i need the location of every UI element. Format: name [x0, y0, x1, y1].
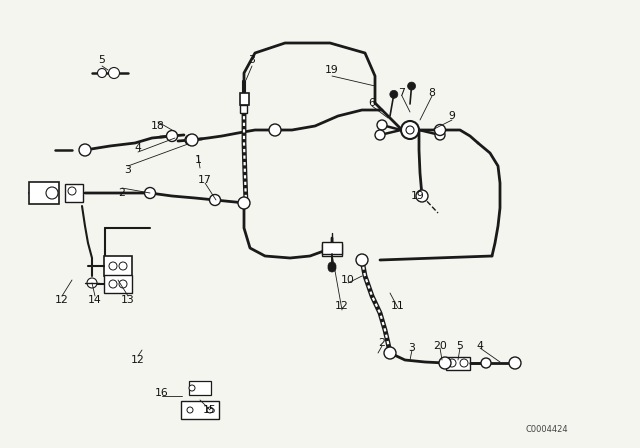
- Text: 18: 18: [151, 121, 165, 131]
- Text: 3: 3: [408, 343, 415, 353]
- Text: 12: 12: [131, 355, 145, 365]
- Text: 16: 16: [155, 388, 169, 398]
- Circle shape: [375, 130, 385, 140]
- Circle shape: [238, 197, 250, 209]
- Text: 19: 19: [411, 191, 425, 201]
- Bar: [181, 401, 219, 419]
- Circle shape: [97, 69, 106, 78]
- Circle shape: [46, 187, 58, 199]
- Text: C0004424: C0004424: [525, 425, 568, 434]
- Circle shape: [119, 262, 127, 270]
- Bar: [446, 357, 470, 370]
- Circle shape: [119, 280, 127, 288]
- Text: 2: 2: [379, 338, 385, 348]
- Circle shape: [384, 347, 396, 359]
- Circle shape: [109, 262, 117, 270]
- Circle shape: [377, 120, 387, 130]
- Bar: [189, 381, 211, 395]
- Circle shape: [186, 134, 198, 146]
- Text: 17: 17: [198, 175, 212, 185]
- Circle shape: [509, 357, 521, 369]
- Text: 11: 11: [391, 301, 405, 311]
- Circle shape: [109, 280, 117, 288]
- Text: 5: 5: [99, 55, 106, 65]
- Circle shape: [328, 262, 336, 270]
- Bar: [104, 256, 132, 276]
- Circle shape: [145, 188, 156, 198]
- Circle shape: [209, 194, 221, 206]
- Circle shape: [187, 407, 193, 413]
- Text: 20: 20: [433, 341, 447, 351]
- Circle shape: [328, 264, 336, 272]
- Text: 6: 6: [369, 98, 376, 108]
- Text: 19: 19: [325, 65, 339, 75]
- Text: 4: 4: [477, 341, 483, 351]
- Circle shape: [167, 131, 177, 141]
- Circle shape: [68, 187, 76, 195]
- Text: 3: 3: [248, 55, 255, 65]
- Text: 12: 12: [335, 301, 349, 311]
- Circle shape: [189, 385, 195, 391]
- Circle shape: [435, 130, 445, 140]
- Circle shape: [481, 358, 491, 368]
- Circle shape: [460, 359, 468, 367]
- Text: 3: 3: [125, 165, 131, 175]
- Text: 1: 1: [195, 155, 202, 165]
- Text: 12: 12: [55, 295, 69, 305]
- Circle shape: [401, 121, 419, 139]
- Circle shape: [185, 135, 195, 145]
- Bar: [65, 184, 83, 202]
- Circle shape: [406, 126, 414, 134]
- Bar: [241, 105, 248, 113]
- Text: 14: 14: [88, 295, 102, 305]
- Circle shape: [79, 144, 91, 156]
- Text: 4: 4: [134, 143, 141, 153]
- Text: 2: 2: [118, 188, 125, 198]
- Circle shape: [390, 90, 398, 98]
- Circle shape: [439, 357, 451, 369]
- Text: 13: 13: [121, 295, 135, 305]
- Text: 9: 9: [449, 111, 456, 121]
- Text: 5: 5: [456, 341, 463, 351]
- Circle shape: [87, 278, 97, 288]
- Bar: [322, 244, 342, 256]
- Bar: [322, 242, 342, 254]
- Circle shape: [207, 407, 213, 413]
- Circle shape: [448, 359, 456, 367]
- Circle shape: [109, 68, 120, 78]
- Circle shape: [416, 190, 428, 202]
- Bar: [239, 93, 248, 105]
- Text: 7: 7: [399, 88, 405, 98]
- Circle shape: [166, 130, 177, 142]
- Text: 8: 8: [429, 88, 435, 98]
- Circle shape: [408, 82, 415, 90]
- Bar: [104, 275, 132, 293]
- Circle shape: [435, 125, 445, 135]
- Bar: [29, 182, 59, 204]
- Text: 10: 10: [341, 275, 355, 285]
- Circle shape: [269, 124, 281, 136]
- Text: 15: 15: [203, 405, 217, 415]
- Circle shape: [356, 254, 368, 266]
